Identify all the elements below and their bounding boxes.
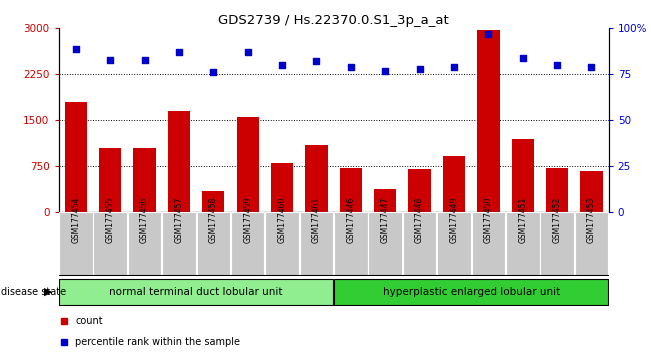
Text: GSM177455: GSM177455	[105, 196, 115, 243]
Point	[139, 57, 150, 62]
Bar	[99, 148, 121, 212]
Point	[105, 57, 115, 62]
Point	[174, 50, 184, 55]
Bar	[437, 212, 471, 276]
Bar	[540, 212, 574, 276]
Text: GSM177451: GSM177451	[518, 197, 527, 243]
Text: GSM177453: GSM177453	[587, 196, 596, 243]
Point	[449, 64, 459, 70]
Text: GSM177446: GSM177446	[346, 196, 355, 243]
Text: GSM177457: GSM177457	[174, 196, 184, 243]
Text: GSM177456: GSM177456	[140, 196, 149, 243]
Bar	[305, 145, 327, 212]
Text: count: count	[75, 316, 103, 326]
Text: GSM177454: GSM177454	[71, 196, 80, 243]
Bar	[580, 171, 603, 212]
Text: GSM177447: GSM177447	[381, 196, 390, 243]
Bar	[546, 168, 568, 212]
Bar	[443, 156, 465, 212]
Bar	[575, 212, 608, 276]
Bar	[202, 191, 225, 212]
Text: GSM177448: GSM177448	[415, 197, 424, 243]
Text: GSM177461: GSM177461	[312, 197, 321, 243]
Bar	[408, 170, 431, 212]
Text: percentile rank within the sample: percentile rank within the sample	[75, 337, 240, 347]
Bar	[93, 212, 127, 276]
Point	[277, 62, 287, 68]
Bar	[59, 212, 92, 276]
Point	[242, 50, 253, 55]
Bar	[506, 212, 540, 276]
Point	[415, 66, 425, 72]
Bar	[403, 212, 436, 276]
Point	[346, 64, 356, 70]
Bar	[334, 212, 368, 276]
Point	[518, 55, 528, 61]
Bar	[197, 212, 230, 276]
Bar	[231, 212, 264, 276]
Bar	[236, 117, 259, 212]
Text: GSM177452: GSM177452	[553, 197, 562, 243]
Bar	[271, 163, 293, 212]
Text: hyperplastic enlarged lobular unit: hyperplastic enlarged lobular unit	[383, 287, 560, 297]
Bar	[64, 102, 87, 212]
Point	[311, 59, 322, 64]
Bar	[340, 168, 362, 212]
Point	[70, 46, 81, 51]
Bar	[368, 212, 402, 276]
Point	[587, 64, 597, 70]
Bar	[471, 212, 505, 276]
Text: GSM177459: GSM177459	[243, 196, 252, 243]
Bar	[477, 29, 499, 212]
Bar	[133, 148, 156, 212]
Text: ▶: ▶	[44, 287, 52, 297]
Bar	[266, 212, 299, 276]
Bar	[59, 279, 333, 305]
Point	[208, 70, 219, 75]
Bar	[374, 189, 396, 212]
Bar	[334, 279, 608, 305]
Text: GSM177450: GSM177450	[484, 196, 493, 243]
Point	[483, 31, 493, 37]
Text: normal terminal duct lobular unit: normal terminal duct lobular unit	[109, 287, 283, 297]
Bar	[168, 111, 190, 212]
Point	[380, 68, 391, 74]
Bar	[162, 212, 196, 276]
Bar	[128, 212, 161, 276]
Bar	[299, 212, 333, 276]
Text: GSM177460: GSM177460	[277, 196, 286, 243]
Point	[552, 62, 562, 68]
Text: disease state: disease state	[1, 287, 66, 297]
Title: GDS2739 / Hs.22370.0.S1_3p_a_at: GDS2739 / Hs.22370.0.S1_3p_a_at	[218, 14, 449, 27]
Text: GSM177449: GSM177449	[449, 196, 458, 243]
Bar	[512, 139, 534, 212]
Text: GSM177458: GSM177458	[209, 197, 218, 243]
